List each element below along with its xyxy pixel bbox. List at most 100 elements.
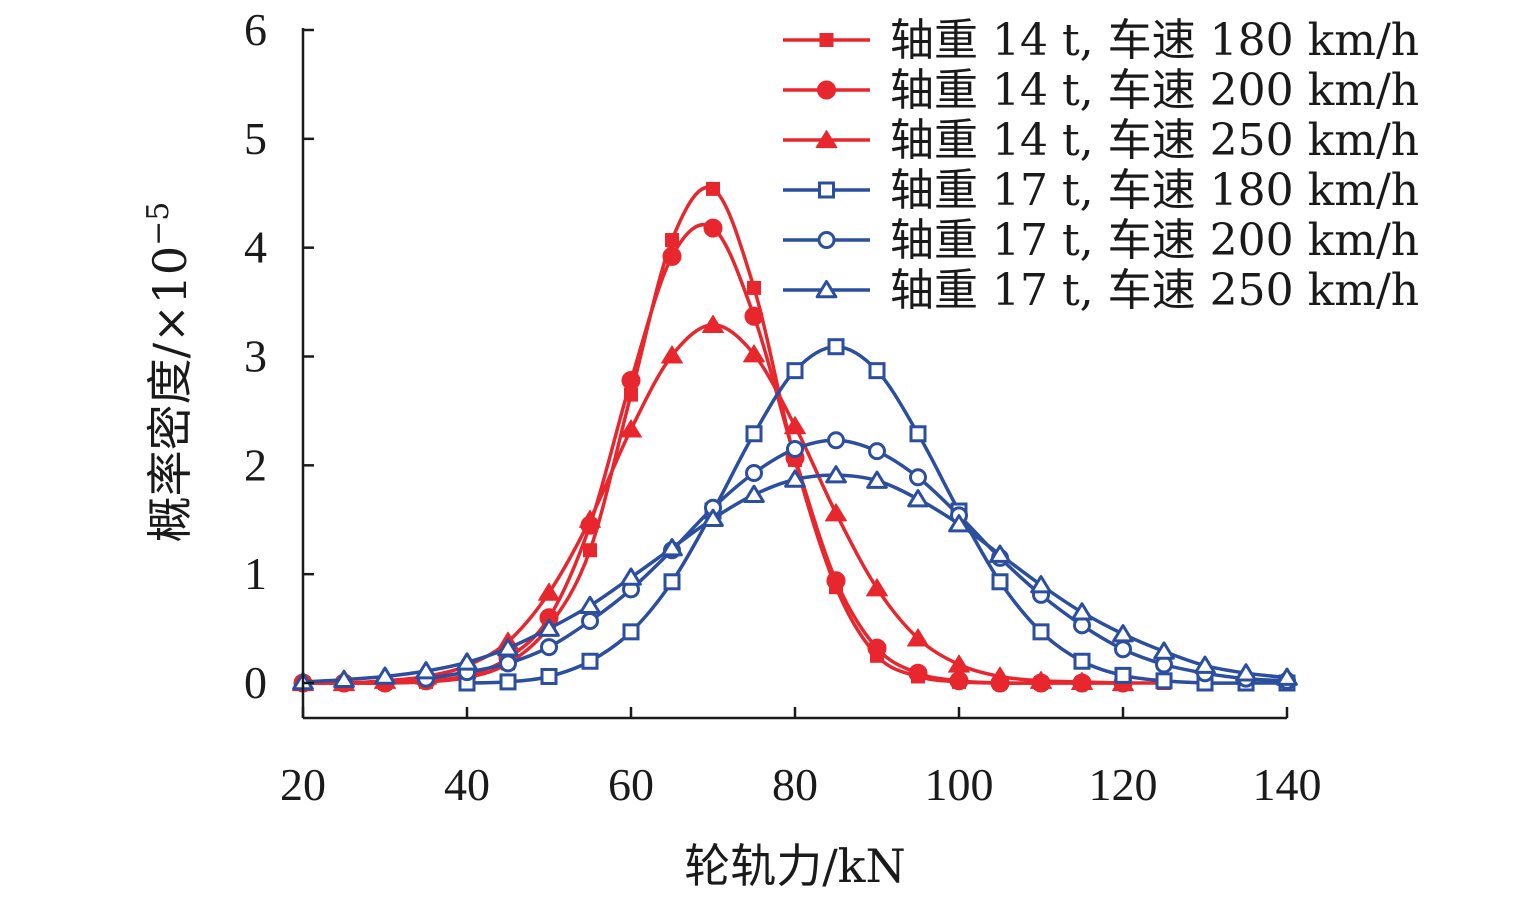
y-tick-label: 0: [244, 657, 267, 708]
data-point: [1030, 670, 1052, 689]
data-point: [948, 654, 970, 673]
data-point: [745, 463, 763, 482]
data-point: [499, 654, 517, 673]
data-point: [786, 362, 804, 380]
plot-area: [292, 181, 1298, 693]
y-tick-label: 3: [244, 331, 267, 382]
data-point: [497, 638, 519, 657]
data-point: [827, 431, 845, 450]
data-point: [991, 573, 1009, 591]
legend-label: 轴重 17 t, 车速 250 km/h: [890, 265, 1419, 316]
data-point: [908, 663, 928, 683]
data-point: [415, 661, 437, 680]
legend-entry-1: 轴重 14 t, 车速 180 km/h: [783, 15, 1419, 66]
y-axis-title-exponent: −5: [141, 202, 176, 246]
y-tick-label: 1: [244, 548, 267, 599]
data-point: [826, 571, 846, 591]
data-point: [499, 673, 517, 691]
x-axis-title: 轮轨力/kN: [684, 839, 906, 893]
data-point: [374, 666, 396, 685]
data-point: [868, 442, 886, 461]
legend-entry-3: 轴重 14 t, 车速 250 km/h: [783, 115, 1419, 166]
data-point: [909, 425, 927, 443]
series-line: [425, 438, 1288, 683]
data-point: [333, 669, 355, 689]
data-point: [583, 543, 597, 558]
data-point: [1114, 666, 1132, 684]
legend-entry-5: 轴重 17 t, 车速 200 km/h: [783, 215, 1419, 266]
y-axis-title: 概率密度/×10−5: [141, 202, 197, 543]
legend-entry-4: 轴重 17 t, 车速 180 km/h: [783, 165, 1419, 216]
data-point: [663, 573, 681, 591]
data-point: [1235, 663, 1257, 682]
data-point: [745, 425, 763, 443]
legend-marker: [815, 130, 838, 149]
data-point: [706, 181, 720, 196]
legend-marker: [815, 280, 838, 299]
legend-marker: [818, 181, 835, 199]
data-point: [703, 218, 723, 238]
data-point: [989, 544, 1011, 563]
series-4: [458, 338, 1296, 692]
data-point: [868, 362, 886, 380]
data-point: [827, 338, 845, 356]
data-point: [540, 667, 558, 685]
data-point: [784, 469, 806, 488]
series-line: [302, 473, 1288, 684]
data-point: [622, 623, 640, 641]
data-point: [989, 666, 1011, 685]
x-tick-label: 120: [1089, 759, 1158, 810]
data-point: [702, 508, 724, 527]
data-point: [620, 419, 642, 438]
data-point: [743, 484, 765, 504]
data-point: [538, 618, 560, 637]
data-point: [579, 595, 601, 615]
data-point: [581, 611, 599, 630]
data-point: [665, 233, 679, 248]
data-point: [1071, 602, 1093, 621]
data-point: [702, 314, 724, 334]
data-point: [1153, 641, 1175, 660]
data-point: [661, 538, 683, 557]
data-point: [949, 671, 969, 691]
legend-label: 轴重 14 t, 车速 200 km/h: [890, 65, 1419, 116]
x-tick-label: 60: [608, 759, 654, 810]
data-point: [747, 280, 761, 295]
data-point: [1030, 575, 1052, 594]
y-tick-label: 4: [244, 222, 267, 273]
legend-label: 轴重 14 t, 车速 250 km/h: [890, 115, 1419, 166]
data-point: [621, 370, 641, 390]
legend-label: 轴重 17 t, 车速 180 km/h: [890, 165, 1419, 216]
data-point: [948, 514, 970, 533]
data-point: [744, 306, 764, 326]
x-tick-label: 80: [772, 759, 818, 810]
data-point: [825, 465, 847, 484]
legend-marker: [819, 33, 834, 47]
x-tick-label: 100: [925, 759, 994, 810]
data-point: [538, 582, 560, 601]
data-point: [662, 246, 682, 266]
y-tick-label: 6: [244, 4, 267, 55]
y-axis-title-base: 概率密度/×10: [143, 246, 197, 543]
legend-entry-6: 轴重 17 t, 车速 250 km/h: [783, 265, 1419, 316]
x-tick-label: 140: [1253, 759, 1322, 810]
data-point: [1114, 640, 1132, 659]
legend-marker: [817, 231, 836, 249]
data-point: [1194, 655, 1216, 674]
data-point: [1032, 623, 1050, 641]
data-point: [907, 628, 929, 647]
data-point: [620, 567, 642, 586]
data-point: [743, 344, 765, 363]
y-tick-label: 5: [244, 113, 267, 164]
data-point: [540, 638, 558, 657]
data-point: [1071, 671, 1093, 691]
x-tick-label: 40: [444, 759, 490, 810]
x-tick-label: 20: [280, 759, 326, 810]
legend-label: 轴重 14 t, 车速 180 km/h: [890, 15, 1419, 66]
series-6: [292, 465, 1298, 691]
data-point: [581, 652, 599, 670]
data-point: [909, 468, 927, 487]
data-point: [456, 652, 478, 671]
legend-label: 轴重 17 t, 车速 200 km/h: [890, 215, 1419, 266]
